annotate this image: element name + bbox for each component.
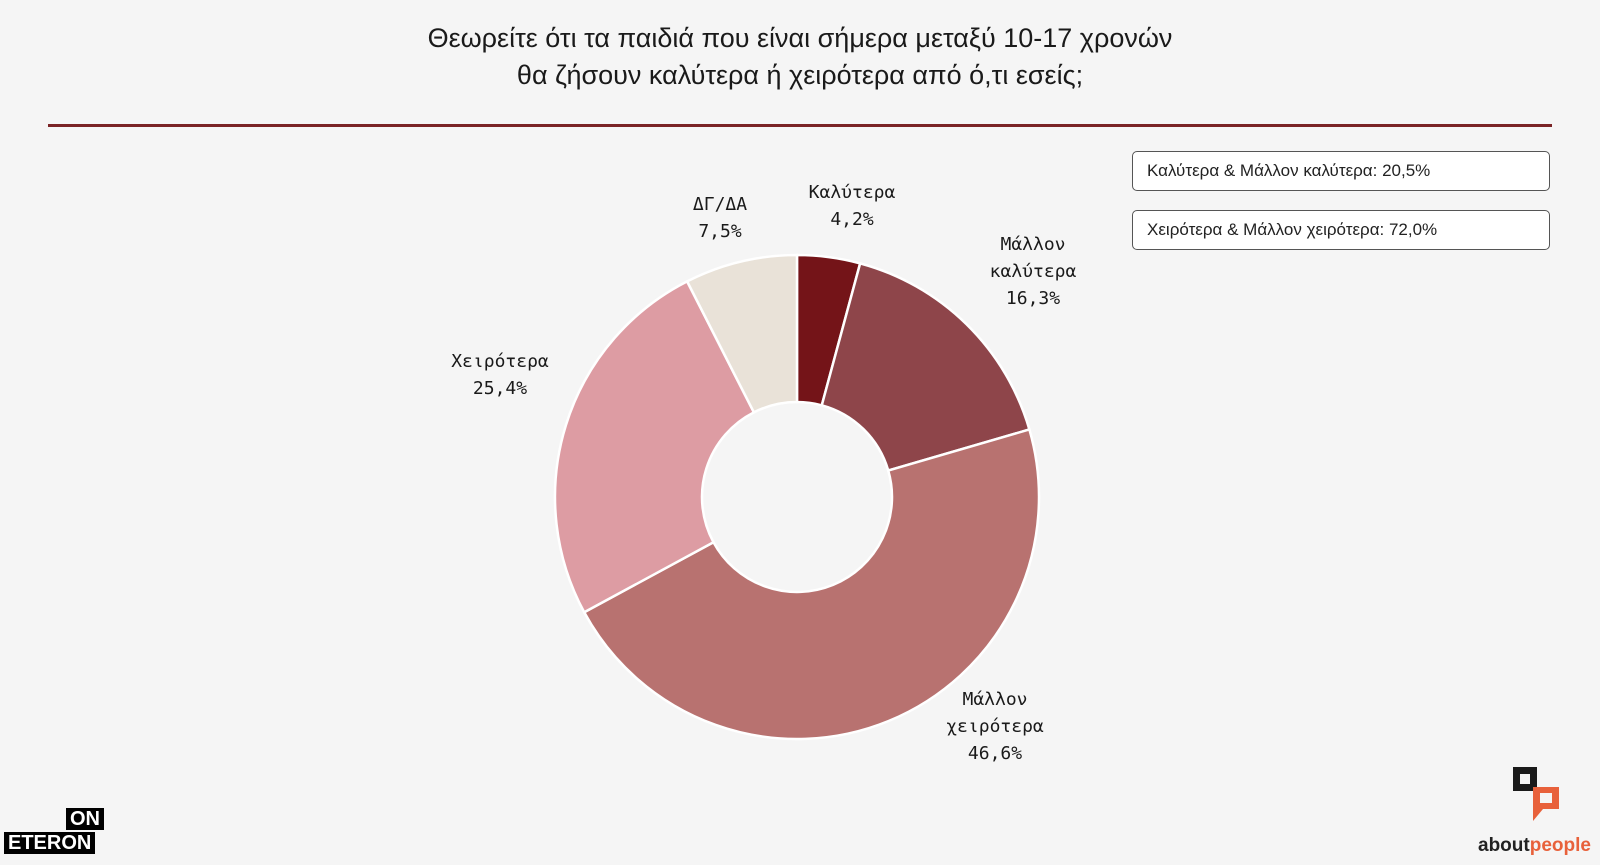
donut-slice-4: [553, 279, 756, 614]
slice-label-1: Καλύτερα 4,2%: [809, 182, 896, 230]
aboutpeople-logo: aboutpeople: [1478, 767, 1598, 861]
chart-title: Θεωρείτε ότι τα παιδιά που είναι σήμερα …: [0, 20, 1600, 94]
eteron-logo-on: ON: [66, 808, 104, 830]
aboutpeople-wordmark: aboutpeople: [1478, 835, 1591, 856]
aboutpeople-logo-mark: [1513, 767, 1559, 821]
donut-slice-3: [582, 427, 1041, 741]
summary-better-box: Καλύτερα & Μάλλον καλύτερα: 20,5%: [1132, 151, 1550, 191]
slice-label-4: Χειρότερα 25,4%: [451, 351, 549, 399]
summary-worse-box: Χειρότερα & Μάλλον χειρότερα: 72,0%: [1132, 210, 1550, 250]
slice-label-5: ΔΓ/ΔΑ 7,5%: [693, 194, 747, 242]
title-divider: [48, 124, 1552, 127]
title-line-1: Θεωρείτε ότι τα παιδιά που είναι σήμερα …: [427, 23, 1173, 53]
eteron-logo: ON ETERON: [4, 808, 104, 856]
title-line-2: θα ζήσουν καλύτερα ή χειρότερα από ό,τι …: [516, 60, 1084, 90]
eteron-logo-eteron: ETERON: [4, 832, 96, 854]
donut-slice-2: [820, 261, 1031, 473]
slice-label-2: Μάλλον καλύτερα 16,3%: [990, 234, 1077, 309]
slice-label-3: Μάλλον χειρότερα 46,6%: [946, 689, 1044, 764]
donut-slice-5: [685, 253, 799, 415]
